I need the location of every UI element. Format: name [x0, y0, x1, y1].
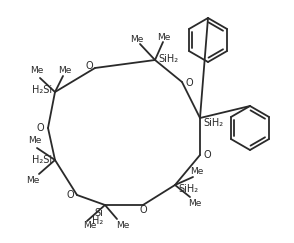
Text: H₂: H₂	[92, 216, 103, 226]
Text: H₂Si: H₂Si	[32, 85, 52, 95]
Text: Me: Me	[190, 166, 204, 175]
Text: Me: Me	[30, 66, 44, 75]
Text: Me: Me	[157, 34, 171, 43]
Text: O: O	[139, 205, 147, 215]
Text: Me: Me	[58, 66, 72, 75]
Text: Si: Si	[94, 208, 103, 218]
Text: H₂Si: H₂Si	[32, 155, 52, 165]
Text: Me: Me	[130, 35, 144, 44]
Text: Me: Me	[83, 220, 97, 229]
Text: Me: Me	[188, 199, 202, 208]
Text: Me: Me	[28, 136, 42, 145]
Text: O: O	[36, 123, 44, 133]
Text: SiH₂: SiH₂	[158, 54, 178, 64]
Text: O: O	[66, 190, 74, 200]
Text: O: O	[85, 61, 93, 71]
Text: SiH₂: SiH₂	[203, 118, 223, 128]
Text: O: O	[185, 78, 193, 88]
Text: Me: Me	[116, 220, 130, 229]
Text: O: O	[204, 150, 212, 160]
Text: Me: Me	[26, 175, 40, 184]
Text: SiH₂: SiH₂	[178, 184, 198, 194]
